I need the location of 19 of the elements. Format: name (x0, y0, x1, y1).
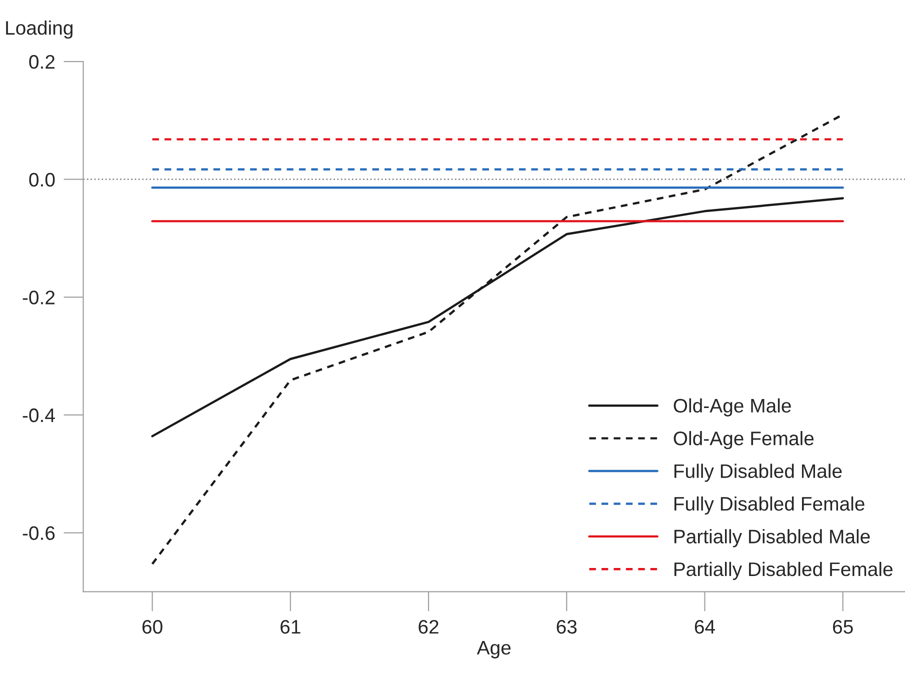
x-tick-label: 60 (142, 620, 162, 634)
x-tick-label: 64 (694, 620, 715, 634)
legend-label: Old-Age Female (674, 431, 814, 450)
x-tick-label: 65 (833, 620, 853, 634)
y-tick-label: -0.4 (22, 408, 55, 422)
y-tick-label: -0.2 (22, 290, 55, 304)
y-tick-label: -0.6 (22, 526, 55, 540)
y-tick-label: 0.2 (29, 55, 55, 69)
legend-label: Fully Disabled Male (674, 464, 842, 482)
x-tick-label: 61 (280, 620, 300, 634)
y-axis-title: Loading (6, 20, 72, 39)
legend-label: Partially Disabled Female (674, 562, 892, 580)
y-tick-label: 0.0 (29, 172, 55, 187)
x-tick-label: 62 (418, 620, 438, 634)
legend-label: Old-Age Male (674, 398, 791, 416)
x-axis-title: Age (476, 641, 511, 658)
legend-label: Partially Disabled Male (674, 529, 870, 548)
x-tick-label: 63 (556, 620, 577, 634)
legend-label: Fully Disabled Female (674, 496, 864, 515)
